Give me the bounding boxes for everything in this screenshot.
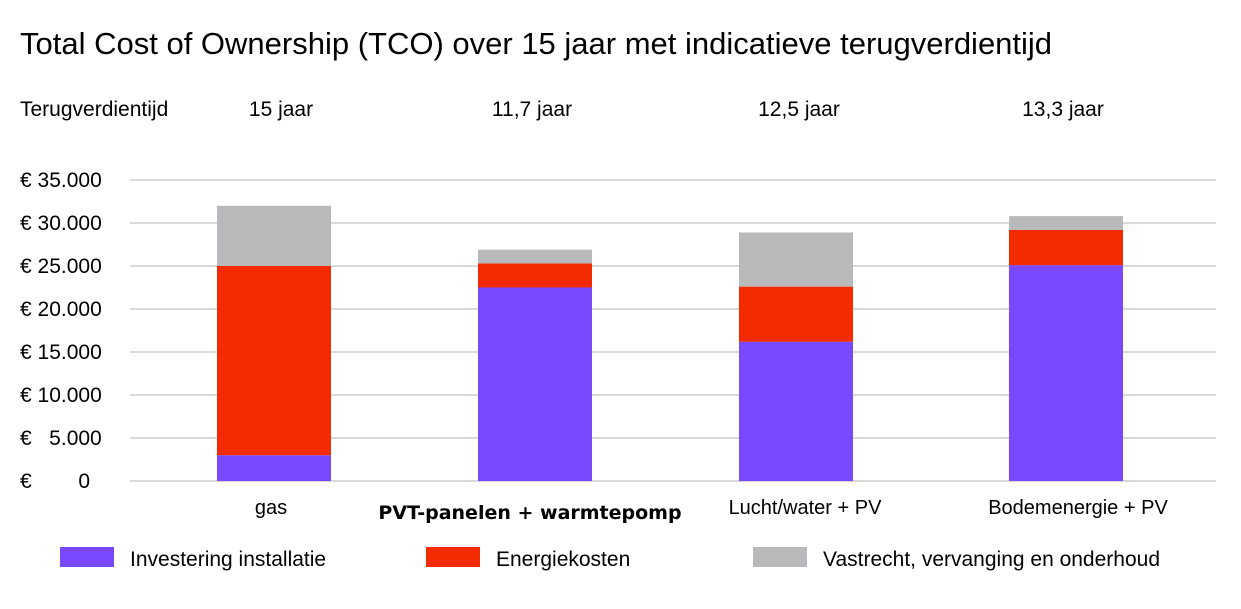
payback-value: 13,3 jaar	[1022, 98, 1104, 121]
bar-segment	[1009, 265, 1123, 481]
y-axis-ticks: € 0 € 5.000 € 10.000 € 15.000 € 20.000 € 25.0…	[20, 169, 102, 493]
bars	[217, 205, 1123, 481]
legend-label: Vastrecht, vervanging en onderhoud	[823, 548, 1160, 571]
payback-values: 15 jaar 11,7 jaar 12,5 jaar 13,3 jaar	[249, 98, 1104, 121]
bar-segment	[739, 286, 853, 342]
bar-segment	[478, 287, 592, 481]
category-labels: gas PVT-panelen + warmtepomp Lucht/water +…	[255, 497, 1169, 524]
bar-segment	[478, 249, 592, 264]
y-tick-label: € 5.000	[20, 427, 102, 450]
payback-value: 15 jaar	[249, 98, 313, 121]
legend: Investering installatie Energiekosten Vast…	[60, 547, 1160, 571]
category-label: Lucht/water + PV	[729, 497, 883, 519]
legend-swatch	[60, 547, 114, 567]
y-tick-label: € 10.000	[20, 384, 102, 407]
payback-value: 11,7 jaar	[492, 98, 572, 121]
bar-segment	[1009, 216, 1123, 230]
category-label: PVT-panelen + warmtepomp	[378, 502, 681, 524]
y-tick-label: € 15.000	[20, 341, 102, 364]
bar-segment	[217, 266, 331, 456]
bar-segment	[1009, 229, 1123, 266]
legend-label: Energiekosten	[496, 548, 630, 571]
bar-segment	[478, 263, 592, 288]
y-tick-label: € 0	[20, 470, 90, 493]
y-tick-label: € 20.000	[20, 298, 102, 321]
bar-segment	[217, 455, 331, 481]
y-tick-label: € 25.000	[20, 255, 102, 278]
y-tick-label: € 30.000	[20, 212, 102, 235]
bar-segment	[739, 341, 853, 481]
chart-title: Total Cost of Ownership (TCO) over 15 ja…	[20, 26, 1052, 61]
payback-value: 12,5 jaar	[758, 98, 840, 121]
y-tick-label: € 35.000	[20, 169, 102, 192]
legend-label: Investering installatie	[130, 548, 326, 571]
payback-label: Terugverdientijd	[20, 98, 168, 121]
category-label: gas	[255, 497, 287, 519]
legend-swatch	[426, 547, 480, 567]
bar-segment	[739, 232, 853, 287]
bar-segment	[217, 205, 331, 266]
legend-swatch	[753, 547, 807, 567]
category-label: Bodemenergie + PV	[988, 497, 1168, 519]
